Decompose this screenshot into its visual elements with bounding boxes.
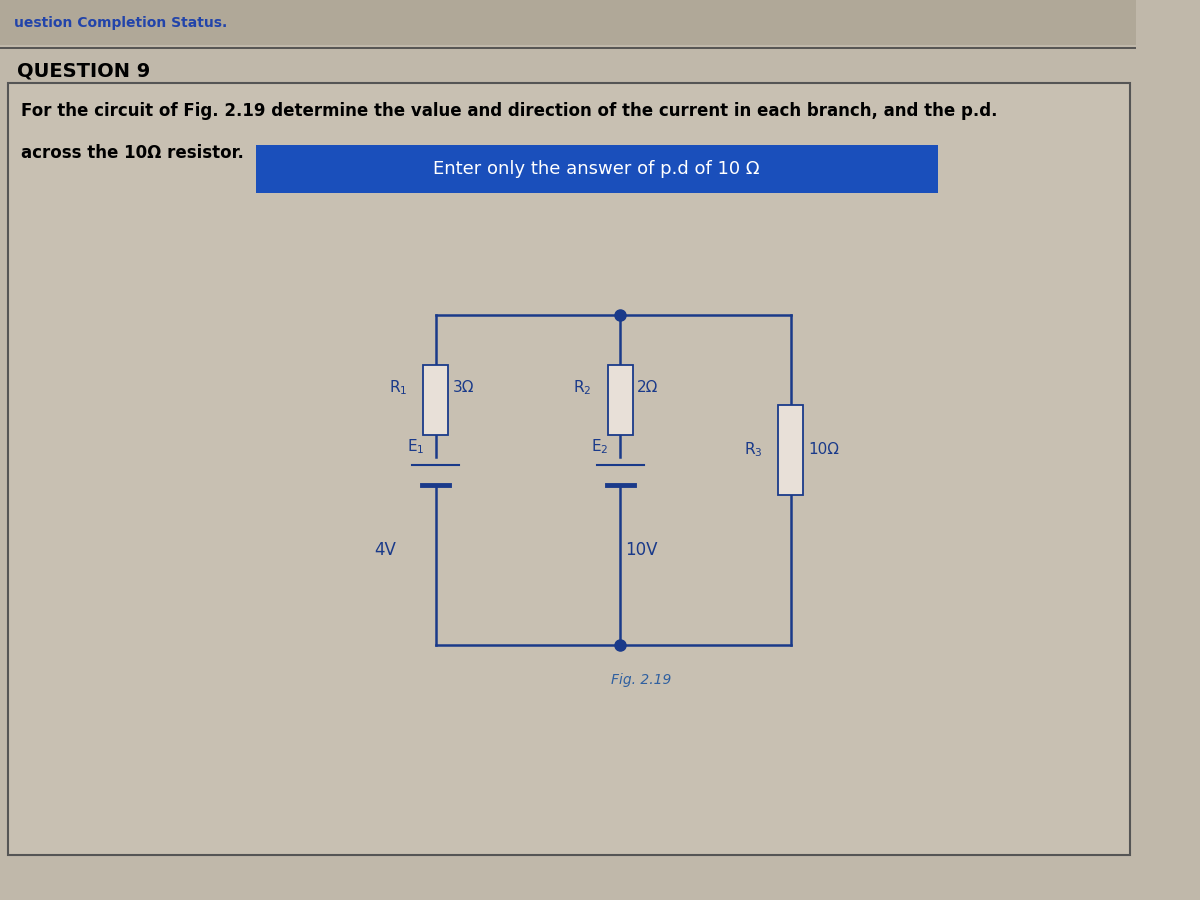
Text: 10V: 10V xyxy=(625,541,658,559)
Text: QUESTION 9: QUESTION 9 xyxy=(17,62,150,81)
Text: R$_1$: R$_1$ xyxy=(389,379,407,398)
Bar xyxy=(608,365,632,435)
Text: R$_3$: R$_3$ xyxy=(744,441,762,459)
Text: Fig. 2.19: Fig. 2.19 xyxy=(612,673,672,687)
Text: For the circuit of Fig. 2.19 determine the value and direction of the current in: For the circuit of Fig. 2.19 determine t… xyxy=(20,102,997,120)
Text: 4V: 4V xyxy=(374,541,396,559)
Text: 3Ω: 3Ω xyxy=(452,381,474,395)
FancyBboxPatch shape xyxy=(0,0,1136,45)
FancyBboxPatch shape xyxy=(256,145,937,193)
Text: Enter only the answer of p.d of 10 Ω: Enter only the answer of p.d of 10 Ω xyxy=(433,160,760,178)
FancyBboxPatch shape xyxy=(7,83,1130,855)
Text: uestion Completion Status.: uestion Completion Status. xyxy=(14,16,228,30)
Bar xyxy=(424,365,448,435)
Text: R$_2$: R$_2$ xyxy=(574,379,592,398)
Text: 10Ω: 10Ω xyxy=(808,443,839,457)
Text: across the 10Ω resistor.: across the 10Ω resistor. xyxy=(20,144,244,162)
Text: E$_1$: E$_1$ xyxy=(407,437,425,456)
Text: E$_2$: E$_2$ xyxy=(592,437,608,456)
Bar xyxy=(779,405,803,495)
Text: 2Ω: 2Ω xyxy=(637,381,659,395)
